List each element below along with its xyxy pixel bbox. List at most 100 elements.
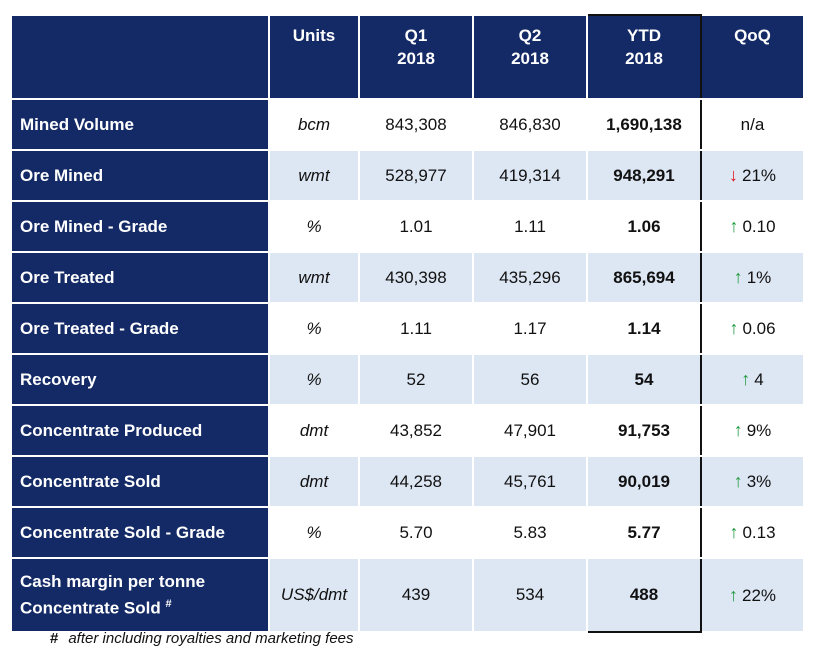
row-units-text: dmt xyxy=(299,471,329,491)
table-body: Mined Volume bcm 843,308 846,830 1,690,138 n/… xyxy=(10,98,805,633)
row-qoq-value: 3% xyxy=(746,472,772,491)
row-qoq-value: 9% xyxy=(746,421,772,440)
row-units-text: % xyxy=(306,318,322,338)
row-q1-value: 528,977 xyxy=(385,165,447,185)
row-qoq-value: 1% xyxy=(746,268,772,287)
row-qoq: ↑ 22% xyxy=(700,557,805,633)
row-ytd: 1.14 xyxy=(586,302,702,355)
header-row: Units Q1 2018 Q2 2018 YTD 2018 QoQ xyxy=(10,14,805,100)
row-q1: 5.70 xyxy=(358,506,474,559)
arrow-up-icon: ↑ xyxy=(741,369,751,389)
row-units-text: % xyxy=(306,522,322,542)
row-units-text: % xyxy=(306,369,322,389)
table-row: Mined Volume bcm 843,308 846,830 1,690,138 n/… xyxy=(10,98,805,151)
row-qoq: ↑ 4 xyxy=(700,353,805,406)
row-ytd-value: 1.14 xyxy=(627,318,661,338)
header-units-text: Units xyxy=(292,26,336,45)
row-q1: 52 xyxy=(358,353,474,406)
row-q1: 843,308 xyxy=(358,98,474,151)
arrow-up-icon: ↑ xyxy=(729,522,739,542)
row-ytd: 91,753 xyxy=(586,404,702,457)
header-ytd-line2: 2018 xyxy=(625,49,663,68)
row-units: % xyxy=(268,302,360,355)
row-qoq-value: 21% xyxy=(741,166,777,185)
arrow-up-icon: ↑ xyxy=(733,420,743,440)
row-ytd-value: 865,694 xyxy=(613,267,675,287)
row-units: dmt xyxy=(268,404,360,457)
row-ytd-value: 1.06 xyxy=(627,216,661,236)
header-ytd-line1: YTD xyxy=(627,26,661,45)
header-q2-line2: 2018 xyxy=(511,49,549,68)
row-label: Ore Treated xyxy=(10,251,270,304)
row-q1: 430,398 xyxy=(358,251,474,304)
header-qoq: QoQ xyxy=(700,14,805,100)
row-label-text: Ore Treated - Grade xyxy=(20,318,179,338)
row-q2: 56 xyxy=(472,353,588,406)
row-units: bcm xyxy=(268,98,360,151)
row-units: US$/dmt xyxy=(268,557,360,633)
table-row: Ore Mined - Grade% 1.01 1.11 1.06 ↑ 0.10 xyxy=(10,200,805,253)
row-q2: 5.83 xyxy=(472,506,588,559)
row-units-text: dmt xyxy=(299,420,329,440)
row-ytd-value: 488 xyxy=(629,585,659,604)
header-units: Units xyxy=(268,14,360,100)
row-label-text: Concentrate Sold xyxy=(20,471,161,491)
table-row: Ore Treated - Grade% 1.11 1.17 1.14 ↑ 0.06 xyxy=(10,302,805,355)
row-q1: 1.01 xyxy=(358,200,474,253)
row-qoq: ↑ 9% xyxy=(700,404,805,457)
row-label: Concentrate Sold - Grade xyxy=(10,506,270,559)
row-label-text: Ore Mined - Grade xyxy=(20,216,168,236)
row-q1-value: 1.11 xyxy=(400,318,432,338)
row-q2: 846,830 xyxy=(472,98,588,151)
header-q2-line1: Q2 xyxy=(518,26,542,45)
row-label-footnote-mark: # xyxy=(165,597,172,610)
arrow-up-icon: ↑ xyxy=(729,318,739,338)
row-units-text: wmt xyxy=(298,165,330,185)
header-qoq-text: QoQ xyxy=(734,26,771,45)
row-q1-value: 52 xyxy=(406,369,426,389)
footnote: # after including royalties and marketing… xyxy=(50,630,354,647)
row-ytd: 1.06 xyxy=(586,200,702,253)
row-label-text-line2: Concentrate Sold xyxy=(20,598,161,618)
row-q2: 45,761 xyxy=(472,455,588,508)
row-ytd-value: 948,291 xyxy=(613,165,675,185)
header-q1-line2: 2018 xyxy=(397,49,435,68)
table-row: Concentrate Sold dmt 44,258 45,761 90,019 ↑ 3% xyxy=(10,455,805,508)
row-qoq: ↓ 21% xyxy=(700,149,805,202)
row-label: Cash margin per tonne Concentrate Sold # xyxy=(10,557,270,633)
row-label-text: Cash margin per tonne xyxy=(20,571,206,591)
row-qoq-value: n/a xyxy=(740,114,765,134)
row-q1-value: 1.01 xyxy=(399,216,433,236)
row-label-text: Concentrate Sold - Grade xyxy=(20,522,225,542)
row-q1-value: 430,398 xyxy=(385,267,447,287)
row-ytd: 865,694 xyxy=(586,251,702,304)
row-label: Concentrate Sold xyxy=(10,455,270,508)
row-q1: 528,977 xyxy=(358,149,474,202)
table-row: Ore Treated wmt 430,398 435,296 865,694 ↑ 1% xyxy=(10,251,805,304)
header-ytd: YTD 2018 xyxy=(586,14,702,100)
row-ytd: 5.77 xyxy=(586,506,702,559)
row-units-text: wmt xyxy=(298,267,330,287)
row-qoq-value: 0.13 xyxy=(742,523,776,542)
row-q1-value: 843,308 xyxy=(385,114,447,134)
row-label-text: Recovery xyxy=(20,369,97,389)
row-ytd-value: 91,753 xyxy=(618,420,670,440)
row-units: % xyxy=(268,200,360,253)
row-label: Ore Mined xyxy=(10,149,270,202)
row-q2-value: 5.83 xyxy=(513,522,547,542)
row-q2: 1.17 xyxy=(472,302,588,355)
arrow-up-icon: ↑ xyxy=(729,216,739,236)
row-label: Mined Volume xyxy=(10,98,270,151)
row-units-text: US$/dmt xyxy=(280,585,348,604)
row-qoq-value: 4 xyxy=(754,370,764,389)
row-q2-value: 534 xyxy=(515,585,545,604)
row-ytd: 1,690,138 xyxy=(586,98,702,151)
row-ytd-value: 5.77 xyxy=(627,522,661,542)
row-q2: 1.11 xyxy=(472,200,588,253)
row-q1: 1.11 xyxy=(358,302,474,355)
row-q2: 47,901 xyxy=(472,404,588,457)
row-q2-value: 419,314 xyxy=(499,165,561,185)
row-label: Ore Treated - Grade xyxy=(10,302,270,355)
row-q1: 44,258 xyxy=(358,455,474,508)
header-q1-line1: Q1 xyxy=(404,26,428,45)
